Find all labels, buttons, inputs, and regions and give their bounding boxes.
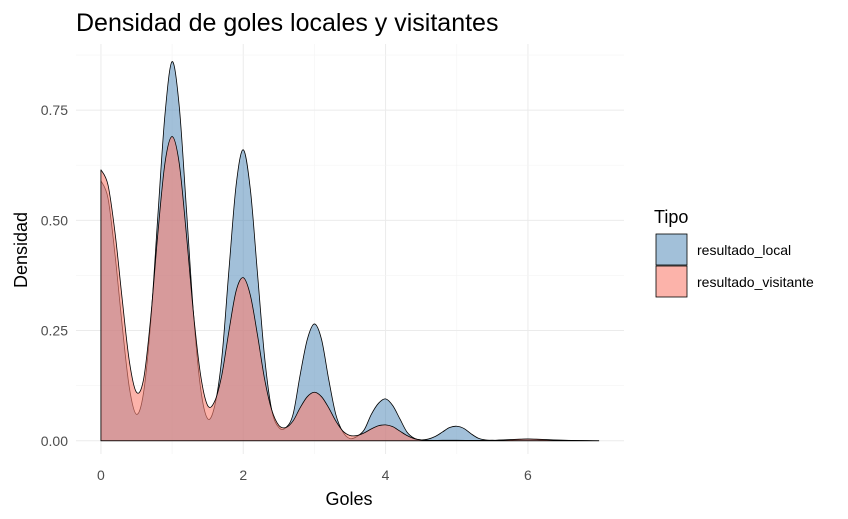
x-tick-label: 2 (239, 467, 247, 483)
x-tick-label: 4 (382, 467, 390, 483)
legend: Tipo resultado_local resultado_visitante (654, 207, 814, 298)
density-areas (100, 61, 600, 442)
x-axis-title: Goles (325, 489, 372, 509)
y-tick-label: 0.25 (41, 323, 68, 339)
legend-label: resultado_local (697, 242, 791, 258)
density-area-resultado-local (100, 61, 600, 442)
legend-key-resultado-local (655, 233, 688, 266)
y-axis-title: Densidad (11, 212, 31, 288)
density-area-resultado-visitante (100, 136, 600, 442)
y-tick-label: 0.50 (41, 212, 68, 228)
legend-label: resultado_visitante (697, 274, 814, 290)
y-tick-label: 0.75 (41, 102, 68, 118)
x-axis-ticks: 0 2 4 6 (97, 467, 532, 483)
chart-title: Densidad de goles locales y visitantes (76, 9, 498, 37)
x-tick-label: 0 (97, 467, 105, 483)
y-tick-label: 0.00 (41, 433, 68, 449)
x-tick-label: 6 (524, 467, 532, 483)
y-axis-ticks: 0.00 0.25 0.50 0.75 (41, 102, 68, 449)
legend-key-resultado-visitante (655, 265, 688, 298)
legend-title: Tipo (654, 207, 688, 227)
